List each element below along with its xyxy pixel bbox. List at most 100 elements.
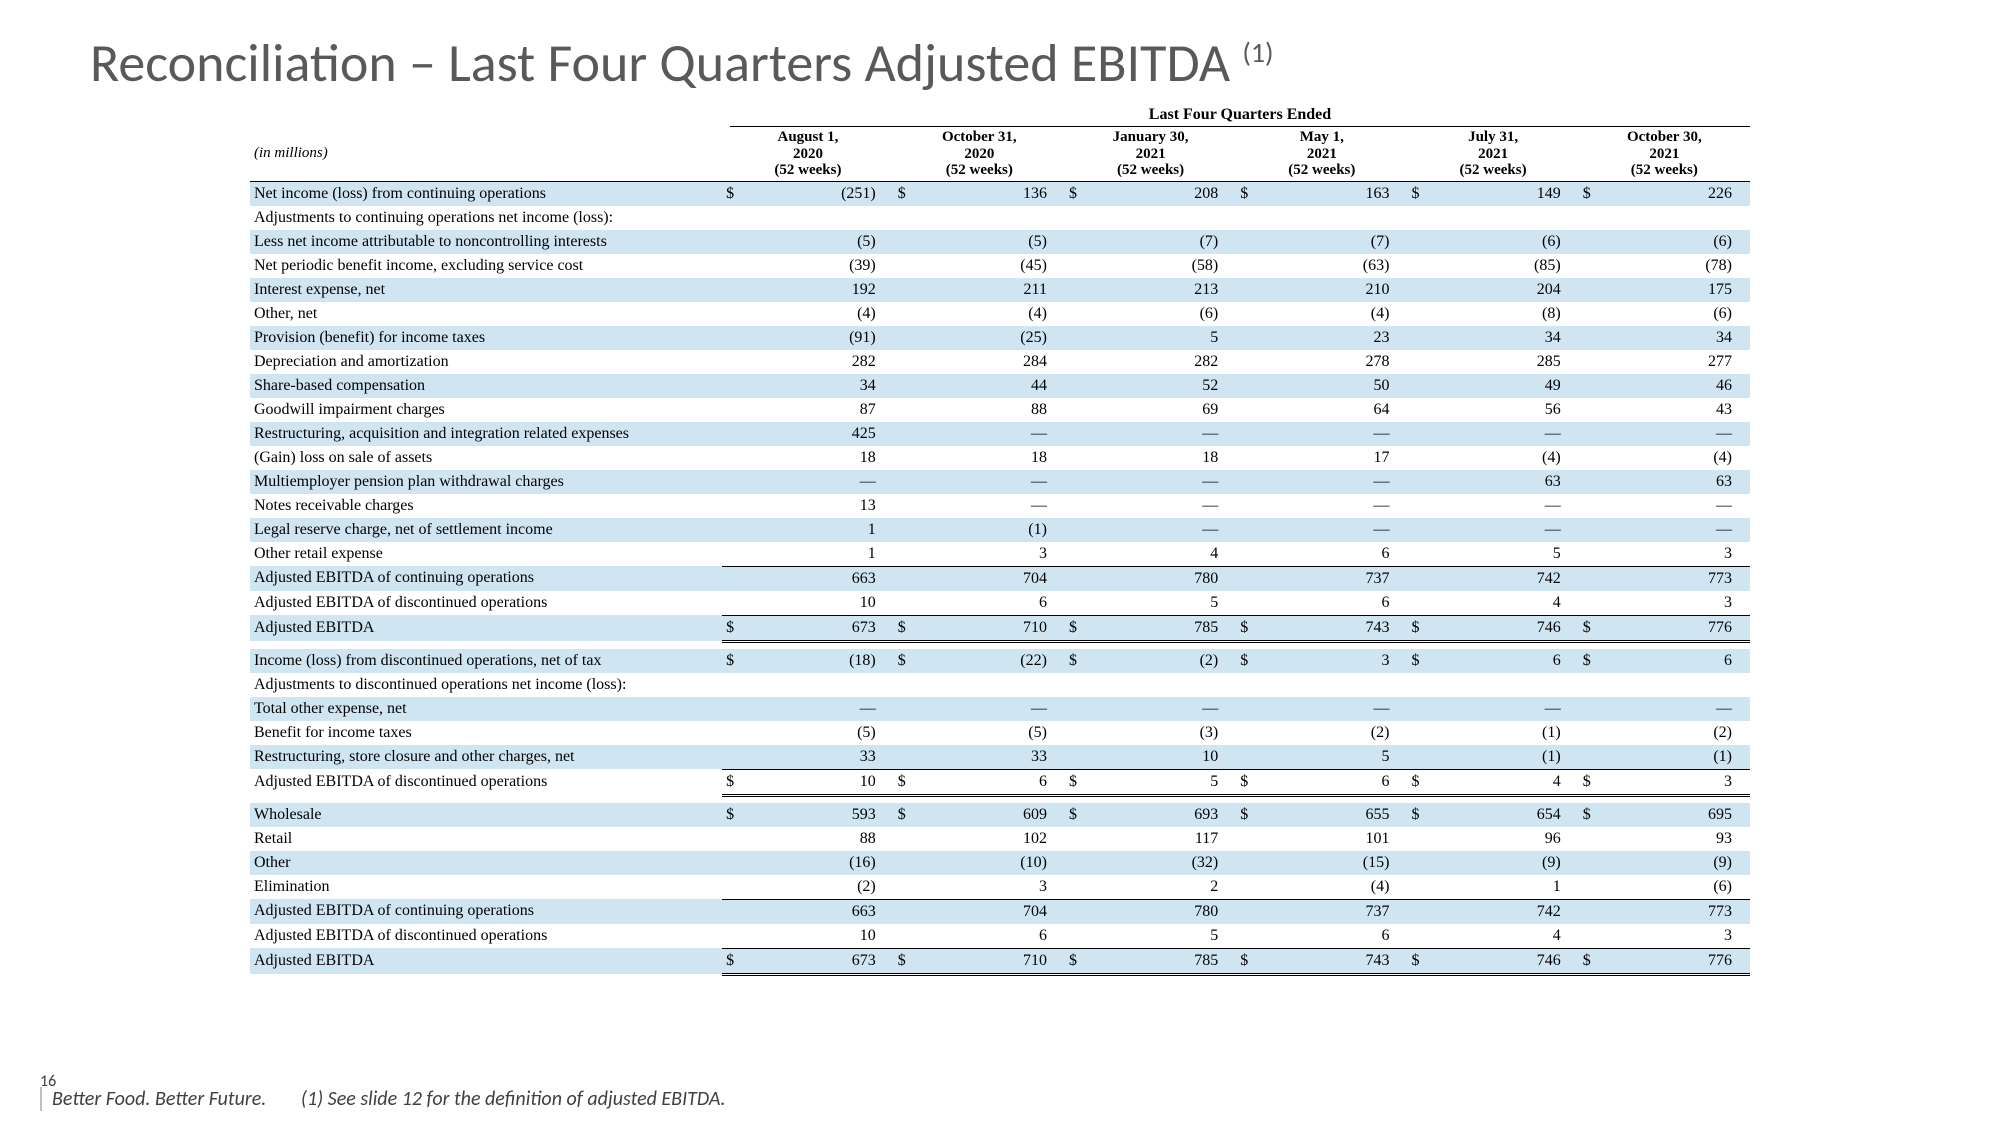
col-head-0: August 1,2020(52 weeks) bbox=[722, 127, 894, 181]
cell-value: 4 bbox=[1088, 542, 1236, 567]
cell-value: 18 bbox=[1088, 446, 1236, 470]
currency-symbol bbox=[722, 851, 746, 875]
cell-value: 737 bbox=[1260, 899, 1408, 924]
cell-value: 6 bbox=[1260, 591, 1408, 616]
cell-value bbox=[1260, 673, 1408, 697]
currency-symbol bbox=[894, 254, 918, 278]
currency-symbol bbox=[1579, 206, 1603, 230]
units-label: (in millions) bbox=[250, 127, 722, 181]
currency-symbol: $ bbox=[894, 948, 918, 974]
currency-symbol bbox=[722, 350, 746, 374]
currency-symbol: $ bbox=[894, 615, 918, 641]
currency-symbol bbox=[722, 542, 746, 567]
currency-symbol bbox=[1236, 422, 1260, 446]
cell-value: 704 bbox=[917, 566, 1065, 591]
currency-symbol bbox=[894, 827, 918, 851]
cell-value: 49 bbox=[1431, 374, 1579, 398]
currency-symbol bbox=[1407, 875, 1431, 900]
currency-symbol bbox=[894, 206, 918, 230]
cell-value: 10 bbox=[1088, 745, 1236, 770]
cell-value bbox=[1260, 206, 1408, 230]
row-label: Adjusted EBITDA of continuing operations bbox=[250, 566, 722, 591]
currency-symbol bbox=[1065, 470, 1089, 494]
currency-symbol bbox=[722, 494, 746, 518]
table-row: Restructuring, acquisition and integrati… bbox=[250, 422, 1750, 446]
currency-symbol: $ bbox=[722, 769, 746, 795]
cell-value: 743 bbox=[1260, 948, 1408, 974]
currency-symbol bbox=[1579, 899, 1603, 924]
cell-value: (4) bbox=[1431, 446, 1579, 470]
cell-value: 710 bbox=[917, 948, 1065, 974]
currency-symbol bbox=[1065, 542, 1089, 567]
currency-symbol bbox=[1065, 326, 1089, 350]
currency-symbol bbox=[722, 697, 746, 721]
currency-symbol bbox=[894, 422, 918, 446]
table-row: Retail881021171019693 bbox=[250, 827, 1750, 851]
cell-value: 17 bbox=[1260, 446, 1408, 470]
table-row: Adjusted EBITDA of discontinued operatio… bbox=[250, 591, 1750, 616]
cell-value: 4 bbox=[1431, 924, 1579, 949]
currency-symbol: $ bbox=[1065, 948, 1089, 974]
cell-value: 663 bbox=[746, 899, 894, 924]
currency-symbol bbox=[1579, 924, 1603, 949]
cell-value: — bbox=[917, 697, 1065, 721]
currency-symbol bbox=[1065, 851, 1089, 875]
row-label: Net periodic benefit income, excluding s… bbox=[250, 254, 722, 278]
cell-value: 226 bbox=[1602, 181, 1750, 206]
cell-value: 773 bbox=[1602, 899, 1750, 924]
cell-value: (78) bbox=[1602, 254, 1750, 278]
cell-value: (7) bbox=[1260, 230, 1408, 254]
cell-value: 6 bbox=[917, 924, 1065, 949]
currency-symbol bbox=[722, 446, 746, 470]
cell-value: 710 bbox=[917, 615, 1065, 641]
cell-value: 50 bbox=[1260, 374, 1408, 398]
cell-value: 693 bbox=[1088, 803, 1236, 827]
cell-value: (18) bbox=[746, 649, 894, 673]
row-label: Adjusted EBITDA bbox=[250, 948, 722, 974]
row-label: Share-based compensation bbox=[250, 374, 722, 398]
currency-symbol: $ bbox=[1579, 803, 1603, 827]
currency-symbol bbox=[1236, 398, 1260, 422]
currency-symbol bbox=[1579, 566, 1603, 591]
currency-symbol bbox=[1579, 494, 1603, 518]
cell-value: 56 bbox=[1431, 398, 1579, 422]
cell-value: — bbox=[1431, 518, 1579, 542]
cell-value bbox=[1431, 673, 1579, 697]
row-label: Adjusted EBITDA of discontinued operatio… bbox=[250, 591, 722, 616]
currency-symbol bbox=[1407, 326, 1431, 350]
currency-symbol bbox=[894, 673, 918, 697]
cell-value bbox=[1602, 206, 1750, 230]
table-row: Depreciation and amortization28228428227… bbox=[250, 350, 1750, 374]
table-row: Other retail expense134653 bbox=[250, 542, 1750, 567]
cell-value: 5 bbox=[1088, 924, 1236, 949]
cell-value: 136 bbox=[917, 181, 1065, 206]
row-label: Other bbox=[250, 851, 722, 875]
cell-value: 10 bbox=[746, 769, 894, 795]
currency-symbol bbox=[1407, 566, 1431, 591]
currency-symbol bbox=[1236, 254, 1260, 278]
currency-symbol bbox=[1236, 326, 1260, 350]
currency-symbol bbox=[1407, 254, 1431, 278]
currency-symbol bbox=[722, 745, 746, 770]
cell-value: 5 bbox=[1088, 326, 1236, 350]
currency-symbol bbox=[1065, 827, 1089, 851]
row-label: Benefit for income taxes bbox=[250, 721, 722, 745]
cell-value: (1) bbox=[917, 518, 1065, 542]
footer: 16 Better Food. Better Future. (1) See s… bbox=[40, 1072, 1940, 1111]
cell-value: (8) bbox=[1431, 302, 1579, 326]
cell-value: 1 bbox=[746, 518, 894, 542]
cell-value: 96 bbox=[1431, 827, 1579, 851]
cell-value: 208 bbox=[1088, 181, 1236, 206]
currency-symbol: $ bbox=[1579, 769, 1603, 795]
title-prefix: Reconciliation – Last Four Quarters bbox=[90, 30, 864, 96]
currency-symbol bbox=[1579, 422, 1603, 446]
cell-value: 425 bbox=[746, 422, 894, 446]
currency-symbol bbox=[1065, 673, 1089, 697]
cell-value: — bbox=[1431, 697, 1579, 721]
currency-symbol: $ bbox=[1407, 769, 1431, 795]
cell-value: 654 bbox=[1431, 803, 1579, 827]
currency-symbol bbox=[1065, 697, 1089, 721]
cell-value: 3 bbox=[917, 875, 1065, 900]
cell-value: 18 bbox=[746, 446, 894, 470]
currency-symbol bbox=[1236, 566, 1260, 591]
